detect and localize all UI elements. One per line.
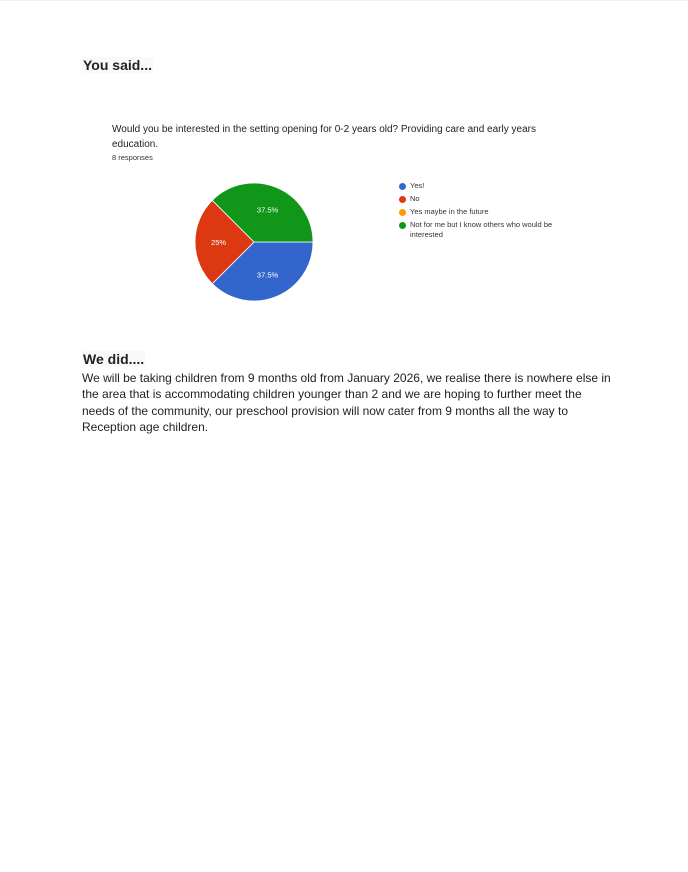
legend-label: Yes! [410, 181, 425, 190]
legend-item: Not for me but I know others who would b… [399, 220, 559, 240]
legend-label: Yes maybe in the future [410, 207, 489, 216]
pie-chart: 37.5% 25% 37.5% [194, 182, 314, 302]
top-border [0, 0, 688, 1]
legend-swatch [399, 182, 406, 190]
legend-swatch [399, 208, 406, 216]
legend-item: No [399, 194, 559, 204]
legend-item: Yes! [399, 181, 559, 191]
slice-data-label: 37.5% [257, 271, 279, 280]
chart-legend: Yes! No Yes maybe in the future Not for me … [399, 181, 559, 243]
you-said-heading: You said... [82, 57, 153, 73]
we-did-text: We will be taking children from 9 months… [82, 371, 611, 434]
legend-swatch [399, 221, 406, 229]
we-did-heading: We did.... [82, 351, 146, 367]
pie-slice [211, 182, 314, 243]
slice-data-label: 37.5% [257, 205, 279, 214]
legend-label: No [410, 194, 420, 203]
response-count: 8 responses [112, 153, 153, 162]
legend-swatch [399, 195, 406, 203]
slice-data-label: 25% [211, 238, 226, 247]
pie-slice [211, 241, 314, 302]
legend-label: Not for me but I know others who would b… [410, 220, 553, 239]
pie-slice [194, 199, 255, 285]
chart-title: Would you be interested in the setting o… [112, 124, 536, 150]
legend-item: Yes maybe in the future [399, 207, 559, 217]
